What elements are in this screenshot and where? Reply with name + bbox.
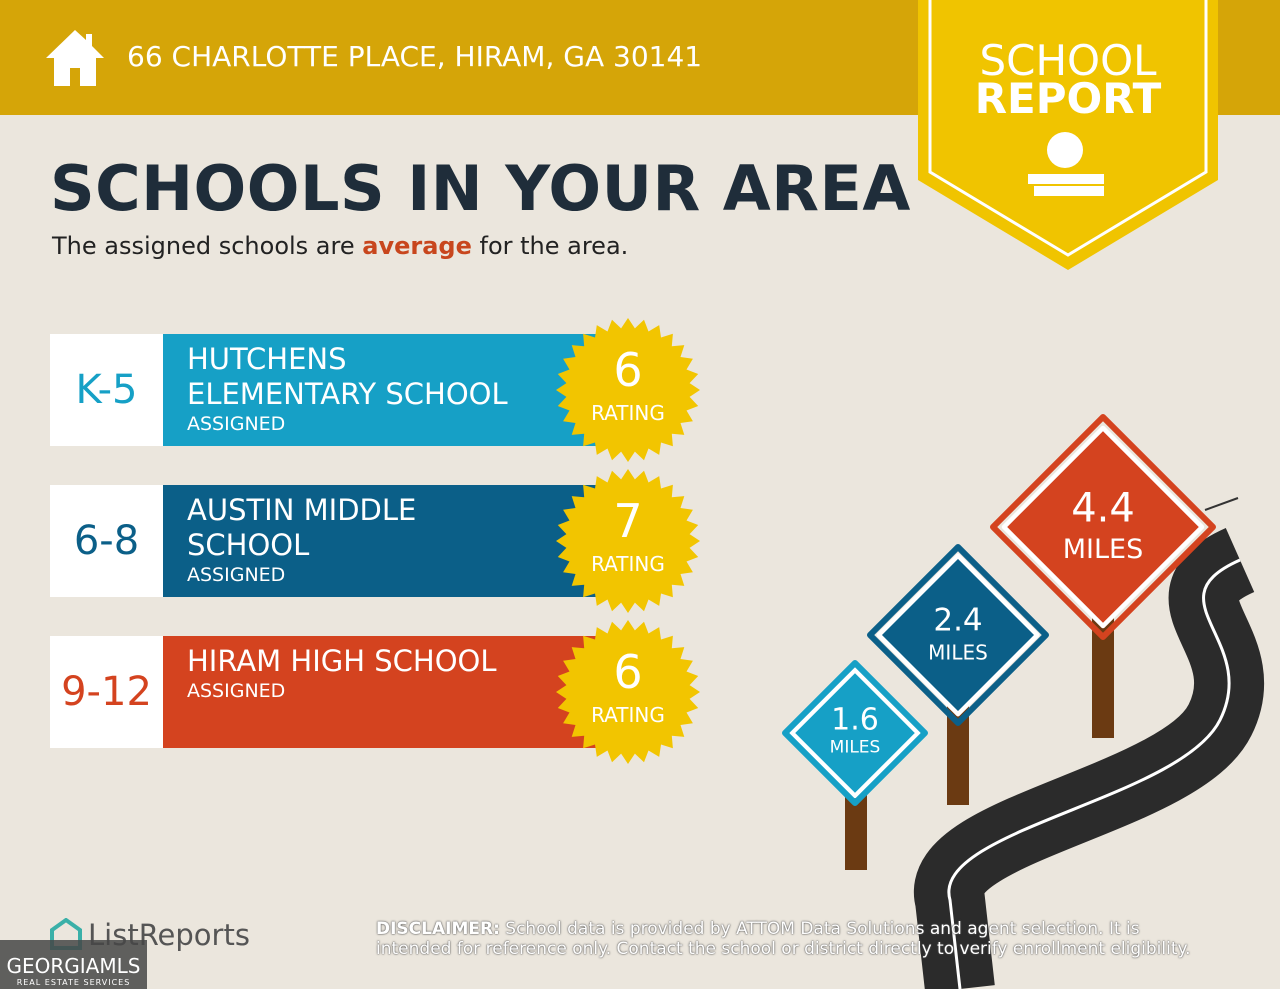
post [1092,610,1114,738]
road-edge [1204,497,1239,511]
sign-distance: 1.6 [831,703,879,738]
subtitle-highlight: average [362,232,472,260]
school-bar: HUTCHENS ELEMENTARY SCHOOL ASSIGNED [163,334,620,446]
rating-value: 6 [613,645,643,699]
rating-label: RATING [591,703,665,727]
watermark: GEORGIAMLS REAL ESTATE SERVICES [0,940,147,989]
watermark-tagline: REAL ESTATE SERVICES [16,978,131,987]
sign [876,553,1040,717]
home-icon [46,30,104,86]
post [947,700,969,805]
disclaimer-label: DISCLAIMER: [376,919,500,939]
rating-badge: 7 RATING [553,466,703,616]
subtitle: The assigned schools are average for the… [52,232,628,260]
rating-badge: 6 RATING [553,617,703,767]
grade-box: K-5 [50,334,163,446]
sign [1001,425,1205,629]
subtitle-text: The assigned schools are [52,232,363,260]
badge-line1: SCHOOL [979,36,1157,85]
sign-outline [867,544,1049,726]
starburst-shape [556,469,700,613]
heading: SCHOOLS IN YOUR AREA [50,152,911,225]
subtitle-text: for the area. [471,232,629,260]
school-bar: AUSTIN MIDDLE SCHOOL ASSIGNED [163,485,620,597]
starburst [556,318,700,462]
sign-outline [782,660,928,806]
watermark-name: GEORGIAMLS [6,954,141,978]
school-name: HIRAM HIGH SCHOOL [187,644,497,678]
sign-unit: MILES [1063,534,1144,565]
school-bar: HIRAM HIGH SCHOOL ASSIGNED [163,636,620,748]
sign-distance: 4.4 [1071,486,1135,532]
rating-value: 6 [613,343,643,397]
school-status: ASSIGNED [187,564,286,586]
school-name: ELEMENTARY SCHOOL [187,377,508,411]
disclaimer-text: School data is provided by ATTOM Data So… [376,919,1191,959]
sign-outline [990,414,1216,640]
sign-distance: 2.4 [933,603,982,639]
school-name: HUTCHENS [187,342,347,376]
badge-line2: REPORT [975,74,1162,123]
starburst [556,620,700,764]
school-status: ASSIGNED [187,413,286,435]
address: 66 CHARLOTTE PLACE, HIRAM, GA 30141 [127,40,703,73]
sign-unit: MILES [928,641,988,665]
grade-box: 6-8 [50,485,163,597]
starburst-shape [556,318,700,462]
grade-box: 9-12 [50,636,163,748]
rating-badge: 6 RATING [553,315,703,465]
rating-label: RATING [591,552,665,576]
school-status: ASSIGNED [187,680,286,702]
badge: SCHOOL REPORT [918,0,1218,270]
road-line [947,558,1241,989]
rating-value: 7 [613,494,643,548]
starburst [556,469,700,613]
sign [789,667,921,799]
sign-unit: MILES [830,738,881,758]
starburst-shape [556,620,700,764]
school-name: AUSTIN MIDDLE [187,493,417,527]
school-name: SCHOOL [187,528,310,562]
rating-label: RATING [591,401,665,425]
disclaimer: DISCLAIMER: School data is provided by A… [376,919,1216,959]
